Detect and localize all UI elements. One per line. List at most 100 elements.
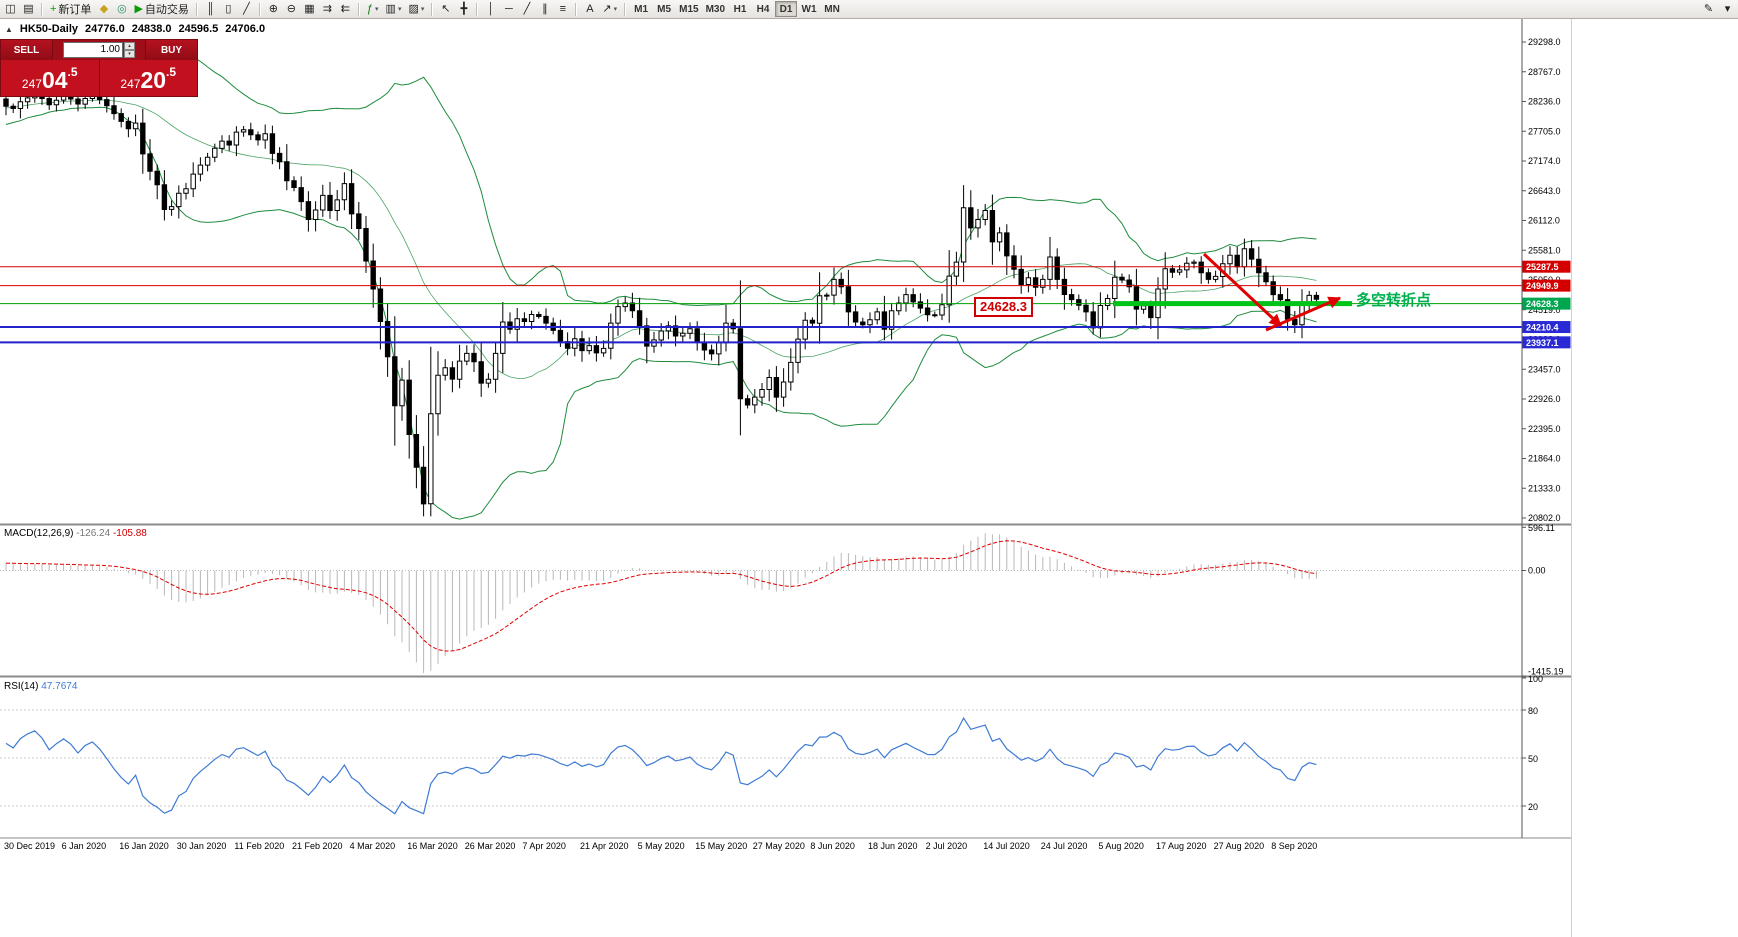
trade-panel-prices: 247 04.5 247 20.5: [1, 60, 197, 96]
trade-panel-top-row: SELL 1.00 ▴ ▾ BUY: [1, 40, 197, 60]
price-level-badge-label: 23937.1: [1526, 338, 1559, 348]
buy-button[interactable]: BUY: [145, 40, 197, 60]
sell-price[interactable]: 247 04.5: [1, 60, 100, 96]
date-tick-label: 16 Jan 2020: [119, 841, 169, 851]
toolbar-equidistant-channel-button[interactable]: ∥: [536, 1, 553, 17]
toolbar-strategy-tester-button[interactable]: ◎: [113, 1, 130, 17]
toolbar-horizontal-line-button[interactable]: ─: [500, 1, 517, 17]
sell-button[interactable]: SELL: [1, 40, 53, 60]
timeframe-m1-button[interactable]: M1: [630, 1, 652, 17]
price-tick-label: 26643.0: [1528, 186, 1561, 196]
toolbar-vertical-line-button[interactable]: │: [482, 1, 499, 17]
timeframe-w1-button[interactable]: W1: [798, 1, 820, 17]
volume-decrease-button[interactable]: ▾: [124, 50, 135, 58]
toolbar-periods-button[interactable]: ▥ ▾: [383, 1, 405, 17]
macd-name: MACD(12,26,9): [4, 528, 74, 539]
price-tick-label: 29298.0: [1528, 37, 1561, 47]
rsi-line: [5, 716, 1317, 815]
macd-value-1: -126.24: [76, 528, 111, 539]
strategy-tester-icon: ◎: [117, 2, 127, 15]
zoom-out-icon: ⊖: [286, 2, 297, 15]
toolbar-more-tools-button[interactable]: ▾: [1719, 1, 1736, 17]
toolbar-zoom-in-button[interactable]: ⊕: [265, 1, 282, 17]
toolbar-templates-button[interactable]: ▨ ▾: [405, 1, 427, 17]
more-tools-icon: ▾: [1724, 2, 1731, 15]
new-order-icon: +: [50, 2, 57, 15]
chart-canvas[interactable]: 29298.0 28767.0 28236.0 27705.0 27174.0 26643…: [0, 18, 1738, 937]
toolbar-edit-toolbar-button[interactable]: ✎: [1700, 1, 1717, 17]
price-tick-label: 28236.0: [1528, 97, 1561, 107]
timeframe-d1-button[interactable]: D1: [775, 1, 798, 17]
templates-icon: ▨: [408, 2, 419, 15]
toolbar-fibonacci-button[interactable]: ≡: [554, 1, 571, 17]
toolbar-autotrading-button[interactable]: ▶ 自动交易: [131, 1, 191, 17]
open-value: 24776.0: [85, 23, 125, 35]
horizontal-line-icon: ─: [504, 2, 513, 15]
timeframe-mn-button[interactable]: MN: [821, 1, 843, 17]
timeframe-m15-button[interactable]: M15: [676, 1, 701, 17]
toolbar-text-tool-button[interactable]: A: [581, 1, 598, 17]
toolbar-chart-bars-button[interactable]: ║: [202, 1, 219, 17]
date-tick-label: 26 Mar 2020: [465, 841, 516, 851]
date-tick-label: 6 Jan 2020: [62, 841, 107, 851]
time-axis[interactable]: 30 Dec 2019 6 Jan 2020 16 Jan 2020 30 Jan 2…: [4, 841, 1317, 851]
toolbar-indicators-button[interactable]: ƒ ▾: [364, 1, 382, 17]
date-tick-label: 17 Aug 2020: [1156, 841, 1207, 851]
chart-window: 29298.0 28767.0 28236.0 27705.0 27174.0 26643…: [0, 18, 1738, 937]
zoom-in-icon: ⊕: [268, 2, 279, 15]
price-level-badge: [1522, 336, 1571, 349]
macd-pane[interactable]: [0, 533, 1522, 673]
toolbar-new-order-button[interactable]: + 新订单: [47, 1, 94, 17]
date-tick-label: 15 May 2020: [695, 841, 747, 851]
toolbar-new-chart-button[interactable]: ◫: [2, 1, 19, 17]
date-tick-label: 21 Feb 2020: [292, 841, 343, 851]
timeframe-h1-button[interactable]: H1: [729, 1, 751, 17]
date-tick-label: 8 Sep 2020: [1271, 841, 1317, 851]
rsi-pane[interactable]: [0, 709, 1522, 815]
date-tick-label: 2 Jul 2020: [926, 841, 968, 851]
toolbar-separator: [431, 2, 434, 16]
toolbar-tile-windows-button[interactable]: ▦: [301, 1, 318, 17]
toolbar-cursor-button[interactable]: ↖: [437, 1, 454, 17]
close-value: 24706.0: [225, 23, 266, 35]
vertical-line-icon: │: [487, 2, 495, 15]
timeframe-h4-button[interactable]: H4: [752, 1, 774, 17]
toolbar-new-order-label: 新订单: [58, 4, 92, 16]
toolbar-arrows-tool-button[interactable]: ↗ ▾: [599, 1, 620, 17]
toolbar-chart-line-button[interactable]: ╱: [238, 1, 255, 17]
toolbar-chart-shift-button[interactable]: ⇇: [337, 1, 354, 17]
toolbar-crosshair-button[interactable]: ╋: [455, 1, 472, 17]
toolbar-metaeditor-button[interactable]: ◆: [95, 1, 112, 17]
volume-control: 1.00 ▴ ▾: [53, 40, 145, 60]
price-digits: 04: [41, 67, 68, 93]
chart-bars-icon: ║: [206, 2, 215, 15]
price-digits: 20: [140, 67, 167, 93]
toolbar-zoom-out-button[interactable]: ⊖: [283, 1, 300, 17]
toolbar-separator: [41, 2, 43, 16]
toolbar-trendline-button[interactable]: ╱: [518, 1, 535, 17]
chevron-down-icon: ▾: [613, 6, 618, 13]
timeframe-m30-button[interactable]: M30: [703, 1, 728, 17]
up-trend-arrow[interactable]: [1265, 296, 1342, 332]
buy-price[interactable]: 247 20.5: [99, 60, 197, 96]
price-axis[interactable]: 29298.0 28767.0 28236.0 27705.0 27174.0 26643…: [1521, 18, 1571, 838]
support-highlight-segment[interactable]: [1113, 301, 1352, 307]
toolbar-separator: [624, 2, 627, 16]
down-trend-arrow[interactable]: [1202, 252, 1283, 328]
cursor-icon: ↖: [441, 2, 451, 15]
date-tick-label: 11 Feb 2020: [234, 841, 284, 851]
macd-histogram: [5, 533, 1317, 673]
rsi-tick-label: 100: [1528, 674, 1543, 684]
toolbar-auto-scroll-button[interactable]: ⇉: [319, 1, 336, 17]
toolbar-chart-candles-button[interactable]: ▯: [220, 1, 237, 17]
date-tick-label: 14 Jul 2020: [983, 841, 1030, 851]
toolbar-autotrading-label: 自动交易: [144, 4, 189, 16]
main-price-pane[interactable]: [0, 50, 1522, 520]
toolbar-profiles-button[interactable]: ▤: [20, 1, 37, 17]
volume-increase-button[interactable]: ▴: [124, 42, 135, 50]
rsi-tick-label: 50: [1528, 754, 1538, 764]
one-click-collapse-icon[interactable]: ▲: [5, 24, 13, 34]
timeframe-m5-button[interactable]: M5: [653, 1, 675, 17]
price-tick-label: 21864.0: [1528, 454, 1561, 464]
volume-input[interactable]: 1.00: [63, 42, 123, 58]
